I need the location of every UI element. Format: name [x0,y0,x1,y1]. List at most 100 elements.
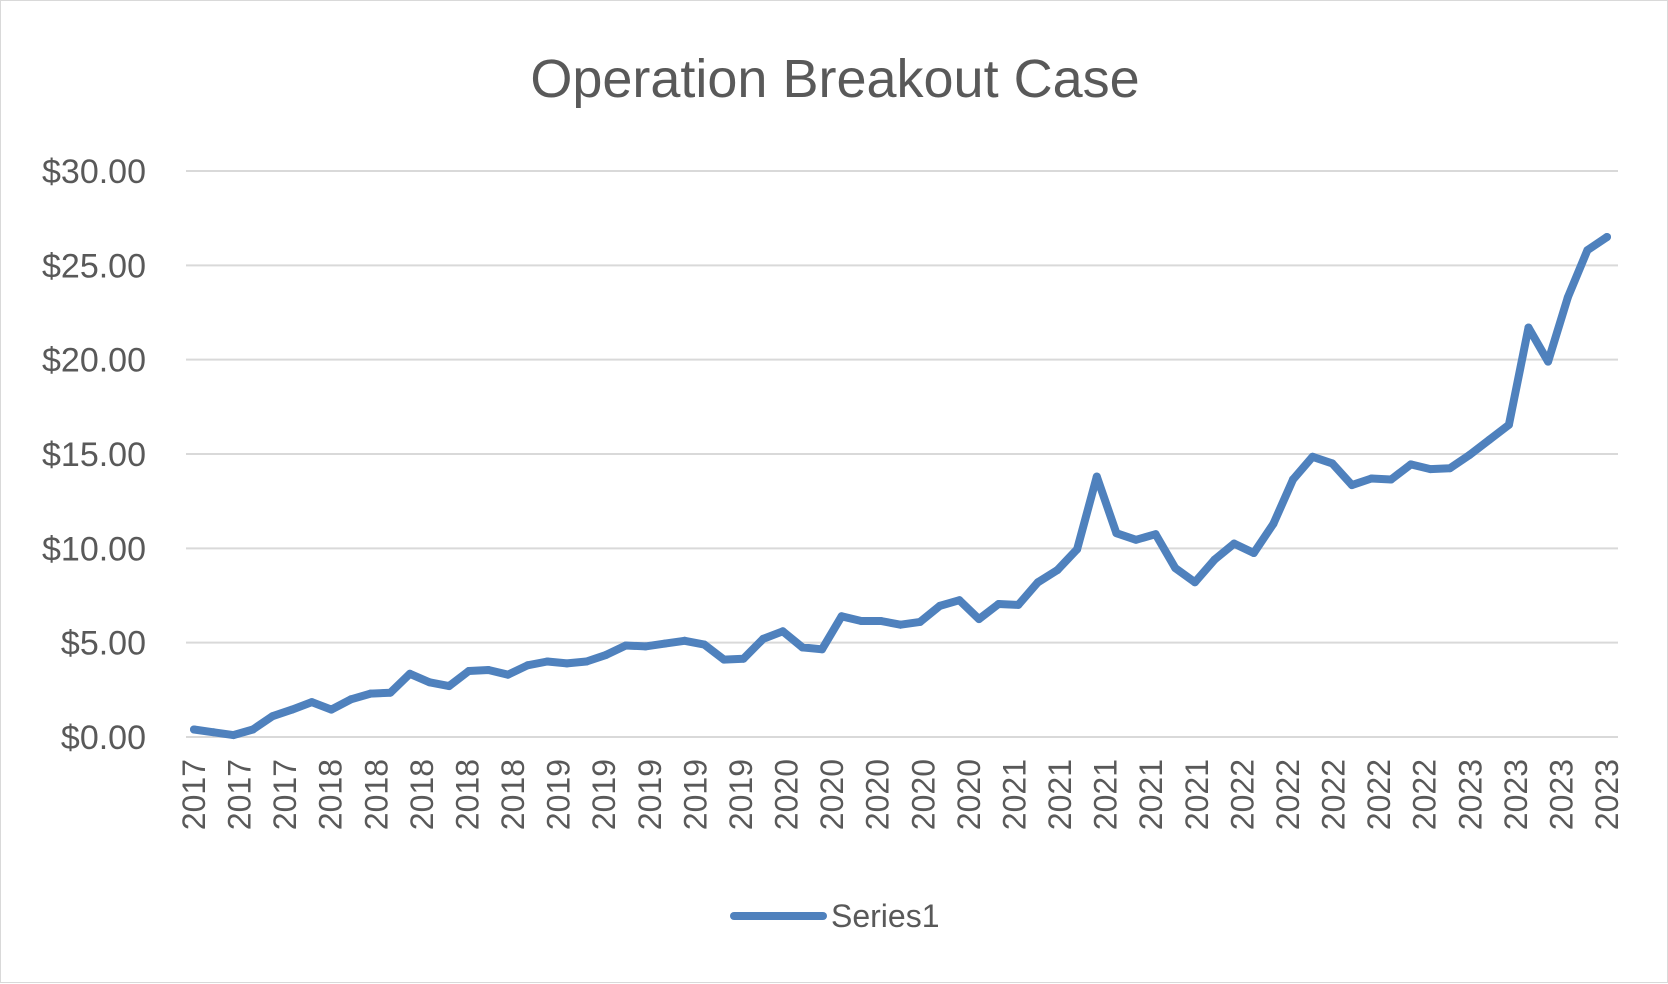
x-tick-label: 2018 [449,759,485,830]
data-point [935,601,944,610]
data-point [1603,233,1611,241]
data-point [1033,578,1042,587]
data-point [994,600,1003,608]
y-tick-label: $30.00 [42,153,146,191]
data-point [386,688,395,697]
data-point [1092,472,1101,481]
x-axis-ticks: 2017 2017 2017 2018 2018 2018 2018 2018 2019 2019… [176,759,1625,830]
data-point [700,640,709,649]
legend-label-series1: Series1 [831,898,940,934]
gridlines [186,170,1618,738]
x-tick-label: 2017 [267,759,303,830]
chart-title: Operation Breakout Case [530,49,1139,109]
x-tick-label: 2021 [1088,759,1124,830]
x-tick-label: 2021 [1133,759,1169,830]
data-point [582,657,591,666]
legend: Series1 [730,898,940,934]
data-point [1485,435,1494,444]
data-point [857,617,866,625]
x-tick-label: 2022 [1224,759,1260,830]
data-point [1190,578,1199,587]
y-tick-label: $10.00 [42,530,146,568]
data-point [1347,481,1356,490]
data-point [1073,545,1082,554]
data-point [896,620,905,629]
x-tick-label: 2022 [1316,759,1352,830]
x-tick-label: 2019 [586,759,622,830]
x-tick-label: 2021 [996,759,1032,830]
data-point [680,636,689,645]
y-tick-label: $25.00 [42,247,146,285]
x-tick-label: 2021 [1042,759,1078,830]
data-point [1269,519,1278,528]
data-point [1151,530,1160,539]
data-point [248,725,257,734]
data-point [1132,535,1140,544]
data-point [425,678,434,687]
x-tick-label: 2023 [1589,759,1625,830]
data-point [484,666,493,674]
x-tick-label: 2018 [495,759,531,830]
x-tick-label: 2019 [541,759,577,830]
x-tick-label: 2021 [1179,759,1215,830]
x-tick-label: 2022 [1361,759,1397,830]
data-point [1544,357,1553,366]
data-point [1367,474,1376,483]
data-point [739,654,748,663]
data-point [641,642,650,651]
x-tick-label: 2017 [176,759,212,830]
data-point [1465,450,1474,459]
data-point [1289,475,1297,484]
series-line-series1 [190,233,1611,740]
data-point [1328,459,1337,468]
data-point [504,670,512,679]
data-point [1406,460,1415,469]
y-tick-label: $20.00 [42,342,146,380]
data-point [1230,539,1239,548]
data-point [366,689,375,698]
data-point [327,705,336,714]
data-point [719,655,728,664]
data-point [1053,566,1062,574]
data-point [1504,420,1513,429]
data-point [1014,600,1023,609]
x-tick-label: 2023 [1543,759,1579,830]
data-point [1171,564,1180,573]
x-tick-label: 2018 [404,759,440,830]
data-point [1426,465,1435,474]
x-tick-label: 2023 [1498,759,1534,830]
data-point [190,725,198,734]
data-point [798,643,807,652]
data-point [445,682,454,691]
x-tick-label: 2020 [951,759,987,830]
data-point [1210,555,1219,564]
y-axis-ticks: $0.00 $5.00 $10.00 $15.00 $20.00 $25.00 $30.00 [42,153,146,757]
data-point [307,698,316,707]
x-tick-label: 2018 [313,759,349,830]
x-tick-label: 2019 [677,759,713,830]
y-tick-label: $5.00 [61,625,146,663]
data-point [209,728,218,737]
data-point [1583,246,1592,255]
x-tick-label: 2019 [632,759,668,830]
x-tick-label: 2022 [1407,759,1443,830]
data-point [955,596,964,605]
data-point [759,634,768,643]
data-point [523,661,532,670]
data-point [837,612,846,621]
y-tick-label: $0.00 [61,719,146,757]
data-point [288,705,297,714]
x-tick-label: 2022 [1270,759,1306,830]
data-point [818,645,826,654]
data-point [975,615,983,624]
data-point [562,659,571,668]
data-point [405,669,414,678]
data-point [916,617,925,626]
x-tick-label: 2020 [814,759,850,830]
series-layer [190,233,1611,740]
data-point [1387,475,1396,484]
data-point [268,712,277,721]
data-point [602,650,611,659]
data-point [543,657,552,666]
data-point [661,639,669,648]
